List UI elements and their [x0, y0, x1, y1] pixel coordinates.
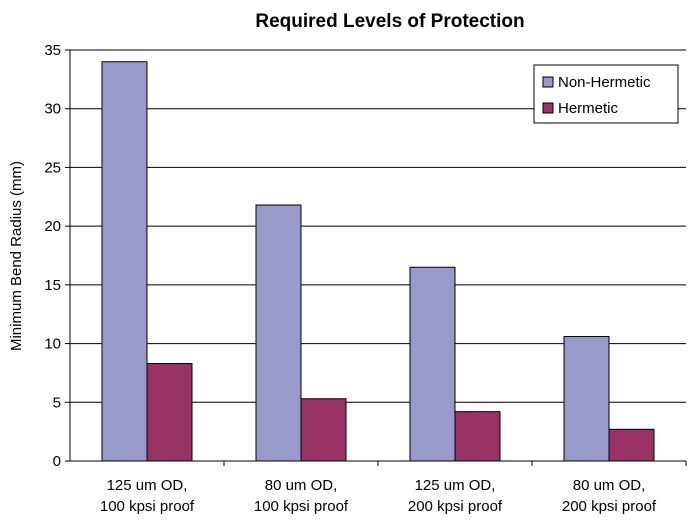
y-tick-label: 5	[53, 394, 61, 411]
bar-non-hermetic	[563, 336, 610, 462]
y-tick-labels: 0 5 10 15 20 25 30 35	[44, 42, 61, 470]
x-category-label: 200 kpsi proof	[408, 498, 503, 515]
x-category-label: 80 um OD,	[265, 477, 338, 494]
x-category-label: 125 um OD,	[415, 477, 496, 494]
y-tick-label: 10	[44, 336, 61, 353]
legend-box	[533, 64, 679, 124]
x-category-label: 80 um OD,	[573, 477, 646, 494]
x-category-label: 200 kpsi proof	[562, 498, 657, 515]
legend-label: Non-Hermetic	[558, 74, 651, 91]
grid-lines	[70, 49, 686, 403]
bar-hermetic	[608, 428, 655, 462]
bar-hermetic	[300, 398, 347, 462]
x-category-label: 100 kpsi proof	[254, 498, 349, 515]
legend-label: Hermetic	[558, 100, 619, 117]
x-category-label: 100 kpsi proof	[100, 498, 195, 515]
x-category-label: 125 um OD,	[107, 477, 188, 494]
y-axis-label: Minimum Bend Radius (mm)	[8, 161, 25, 351]
bar-non-hermetic	[101, 61, 148, 462]
x-category-labels: 125 um OD, 100 kpsi proof 80 um OD, 100 kps…	[100, 477, 657, 515]
bar-hermetic	[146, 363, 193, 462]
legend-swatch	[542, 102, 554, 114]
legend: Non-Hermetic Hermetic	[533, 64, 679, 124]
y-tick-label: 20	[44, 218, 61, 235]
y-tick-label: 35	[44, 42, 61, 59]
y-tick-label: 0	[53, 453, 61, 470]
axes	[65, 49, 687, 466]
bar-non-hermetic	[255, 204, 302, 462]
y-tick-label: 25	[44, 159, 61, 176]
y-tick-label: 30	[44, 101, 61, 118]
legend-swatch	[542, 76, 554, 88]
bars	[101, 61, 655, 462]
y-tick-label: 15	[44, 277, 61, 294]
bar-hermetic	[454, 411, 501, 462]
bar-non-hermetic	[409, 266, 456, 462]
chart-title: Required Levels of Protection	[255, 11, 524, 32]
